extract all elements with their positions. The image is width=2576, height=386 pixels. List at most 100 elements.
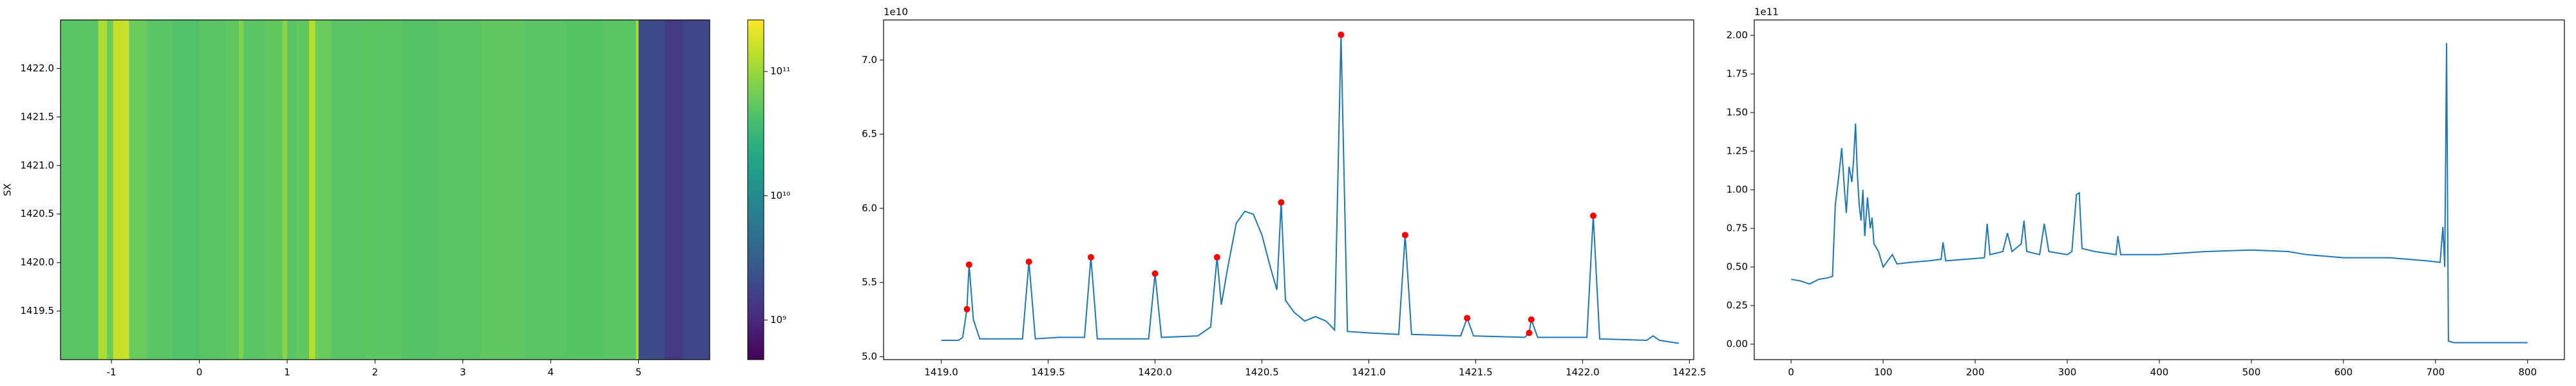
heatmap-cell: [107, 20, 114, 360]
peak-marker: [1213, 253, 1220, 261]
colorbar-tick-label: 10¹⁰: [770, 190, 790, 201]
y-tick-label: 7.0: [862, 54, 877, 66]
peak-marker: [1087, 253, 1094, 261]
heatmap-cell: [287, 20, 297, 360]
heatmap-cell: [636, 20, 639, 360]
peak-marker: [965, 261, 972, 268]
heatmap-cell: [315, 20, 332, 360]
heatmap-cell: [682, 20, 710, 360]
colorbar: [747, 19, 764, 360]
x-tick-label: 800: [2518, 367, 2537, 378]
peak-marker: [1401, 232, 1408, 239]
y-tick-label: 2.00: [1727, 30, 1748, 41]
colorbar-tick-label: 10¹¹: [770, 66, 790, 77]
heatmap-cell: [129, 20, 147, 360]
x-tick-label: -1: [107, 367, 117, 378]
y-tick-label: 0.75: [1727, 223, 1748, 234]
y-tick-label: 1.75: [1727, 68, 1748, 80]
heatmap-cell: [98, 20, 108, 360]
colorbar-tick-label: 10⁹: [770, 314, 786, 326]
x-tick-label: 1421.5: [1459, 367, 1493, 378]
y-tick-label: 5.0: [862, 351, 877, 362]
x-tick-label: 400: [2150, 367, 2169, 378]
x-tick-label: 500: [2242, 367, 2261, 378]
x-tick-label: 1419.5: [1031, 367, 1065, 378]
y-axis-label: SX: [2, 183, 14, 196]
x-tick-label: 3: [460, 367, 466, 378]
peak-marker: [1338, 32, 1345, 39]
heatmap-cell: [603, 20, 636, 360]
y-tick-label: 1420.5: [21, 208, 55, 219]
y-tick-label: 1.25: [1727, 145, 1748, 157]
heatmap-cell: [243, 20, 266, 360]
x-tick-label: 1419.0: [924, 367, 958, 378]
x-tick-label: 200: [1966, 367, 1985, 378]
heatmap-cell: [568, 20, 604, 360]
y-tick-label: 0.50: [1727, 261, 1748, 273]
x-tick-label: 1422.0: [1566, 367, 1600, 378]
line-series: [1791, 42, 2528, 344]
y-tick-label: 6.0: [862, 202, 877, 214]
heatmap-cell: [638, 20, 665, 360]
heatmap-cell: [238, 20, 244, 360]
peak-marker: [1278, 199, 1285, 206]
y-tick-label: 0.00: [1727, 338, 1748, 350]
x-tick-label: 4: [547, 367, 554, 378]
x-tick-label: 1422.5: [1672, 367, 1707, 378]
offset-label: 1e11: [1754, 6, 1779, 18]
x-tick-label: 1421.0: [1352, 367, 1386, 378]
y-tick-label: 1420.0: [21, 257, 55, 268]
heatmap-cell: [113, 20, 121, 360]
y-tick-label: 6.5: [862, 128, 877, 140]
y-tick-label: 0.25: [1727, 300, 1748, 311]
heatmap-cell: [61, 20, 99, 360]
y-tick-label: 1422.0: [21, 62, 55, 74]
y-tick-label: 1421.0: [21, 160, 55, 171]
line-series: [941, 35, 1679, 344]
x-tick-label: 1420.5: [1245, 367, 1279, 378]
x-tick-label: 5: [636, 367, 642, 378]
heatmap-cell: [265, 20, 283, 360]
axes-frame: [883, 19, 1694, 360]
x-tick-label: 1: [284, 367, 290, 378]
heatmap-cell: [199, 20, 226, 360]
peak-marker: [1528, 316, 1535, 323]
heatmap-cell: [146, 20, 174, 360]
heatmap-cell: [283, 20, 288, 360]
y-tick-label: 1419.5: [21, 305, 55, 317]
y-tick-label: 1421.5: [21, 111, 55, 122]
peak-marker: [1526, 329, 1533, 336]
heatmap-cell: [480, 20, 525, 360]
heatmap-cell: [120, 20, 129, 360]
heatmap-cell: [524, 20, 569, 360]
axes-frame: [60, 19, 710, 360]
heatmap-cell: [401, 20, 437, 360]
heatmap-cell: [225, 20, 240, 360]
peak-marker: [963, 306, 971, 313]
heatmap-cell: [173, 20, 200, 360]
peak-marker: [1589, 212, 1596, 219]
axes-frame: [1754, 19, 2565, 360]
x-tick-label: 0: [1788, 367, 1794, 378]
heatmap-cell: [665, 20, 683, 360]
heatmap-cell: [309, 20, 316, 360]
peak-marker: [1151, 270, 1159, 277]
y-tick-label: 1.50: [1727, 107, 1748, 118]
peak-marker: [1025, 258, 1032, 265]
peak-marker: [1464, 315, 1471, 322]
y-tick-label: 1.00: [1727, 184, 1748, 196]
heatmap-cell: [366, 20, 402, 360]
x-tick-label: 1420.0: [1138, 367, 1172, 378]
x-tick-label: 2: [372, 367, 379, 378]
offset-label: 1e10: [884, 6, 908, 18]
x-tick-label: 0: [196, 367, 203, 378]
x-tick-label: 300: [2058, 367, 2077, 378]
x-tick-label: 100: [1874, 367, 1893, 378]
x-tick-label: 700: [2427, 367, 2445, 378]
heatmap-cell: [296, 20, 310, 360]
x-tick-label: 600: [2334, 367, 2353, 378]
heatmap-cell: [331, 20, 367, 360]
heatmap-cell: [436, 20, 481, 360]
y-tick-label: 5.5: [862, 277, 877, 288]
